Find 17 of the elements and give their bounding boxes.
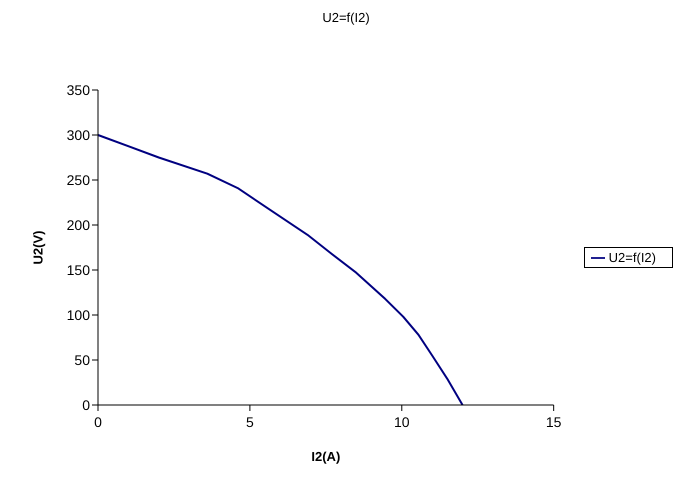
x-tick-label: 0 <box>94 414 102 430</box>
x-tick-label: 15 <box>546 414 562 430</box>
line-series <box>98 134 464 405</box>
y-tick-label: 150 <box>66 262 90 278</box>
y-tick-label: 300 <box>66 126 90 143</box>
chart-title: U2=f(I2) <box>321 9 371 27</box>
y-tick-label: 350 <box>66 82 90 98</box>
y-tick-label: 100 <box>66 306 90 323</box>
y-tick-label: 200 <box>66 216 90 233</box>
y-tick-label: 0 <box>82 396 90 413</box>
y-tick-label: 50 <box>74 352 90 368</box>
legend-label: U2=f(I2) <box>608 250 656 265</box>
y-tick-label: 250 <box>66 172 90 188</box>
x-tick-label: 5 <box>246 414 254 430</box>
y-axis-title: U2(V) <box>30 230 46 264</box>
x-tick-label: 10 <box>394 414 410 430</box>
x-axis-title: I2(A) <box>311 449 340 464</box>
